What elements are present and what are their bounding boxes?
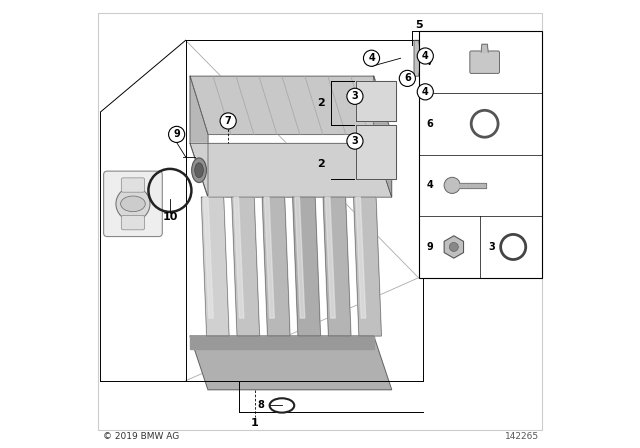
FancyBboxPatch shape (122, 178, 145, 192)
Polygon shape (204, 197, 213, 318)
Circle shape (116, 187, 150, 221)
Circle shape (417, 48, 433, 64)
Text: 6: 6 (404, 73, 411, 83)
FancyBboxPatch shape (470, 51, 499, 73)
Circle shape (449, 242, 458, 251)
Circle shape (417, 84, 433, 100)
Text: 3: 3 (351, 91, 358, 101)
Text: 9: 9 (427, 242, 433, 252)
Circle shape (168, 126, 185, 142)
Text: 4: 4 (422, 87, 429, 97)
Text: 5: 5 (415, 20, 422, 30)
Circle shape (399, 70, 415, 86)
Text: 6: 6 (427, 119, 433, 129)
Polygon shape (190, 336, 374, 349)
Ellipse shape (191, 158, 207, 183)
FancyBboxPatch shape (104, 171, 163, 237)
Polygon shape (202, 197, 229, 336)
Polygon shape (264, 197, 275, 318)
Text: 7: 7 (225, 116, 232, 126)
Ellipse shape (121, 196, 145, 212)
Bar (419, 31, 541, 278)
Polygon shape (459, 183, 486, 188)
Polygon shape (295, 197, 305, 318)
Ellipse shape (195, 163, 204, 178)
Polygon shape (356, 197, 365, 318)
Circle shape (347, 133, 363, 149)
Polygon shape (190, 76, 208, 197)
Polygon shape (481, 44, 488, 52)
Polygon shape (232, 197, 260, 336)
Polygon shape (190, 143, 392, 197)
Text: 3: 3 (488, 242, 495, 252)
Polygon shape (356, 125, 396, 179)
Text: 142265: 142265 (506, 432, 540, 441)
Polygon shape (292, 197, 321, 336)
Polygon shape (325, 197, 335, 318)
Polygon shape (414, 40, 421, 76)
FancyBboxPatch shape (122, 215, 145, 230)
Text: 7: 7 (427, 57, 433, 67)
Polygon shape (353, 197, 381, 336)
Circle shape (364, 50, 380, 66)
Polygon shape (356, 81, 396, 121)
Text: © 2019 BMW AG: © 2019 BMW AG (103, 432, 179, 441)
Polygon shape (190, 336, 392, 390)
Text: 2: 2 (317, 98, 324, 108)
Polygon shape (323, 197, 351, 336)
Text: 9: 9 (173, 129, 180, 139)
Circle shape (220, 113, 236, 129)
Text: 4: 4 (368, 53, 375, 63)
Text: 8: 8 (257, 401, 264, 410)
Polygon shape (234, 197, 244, 318)
Text: 1: 1 (251, 418, 259, 428)
Text: 3: 3 (351, 136, 358, 146)
Circle shape (444, 177, 460, 194)
Polygon shape (262, 197, 290, 336)
Polygon shape (374, 76, 392, 197)
Text: 2: 2 (317, 159, 324, 168)
Text: 4: 4 (422, 51, 429, 61)
Polygon shape (190, 76, 392, 134)
Text: 4: 4 (427, 181, 433, 190)
Text: 10: 10 (162, 212, 178, 222)
Circle shape (347, 88, 363, 104)
